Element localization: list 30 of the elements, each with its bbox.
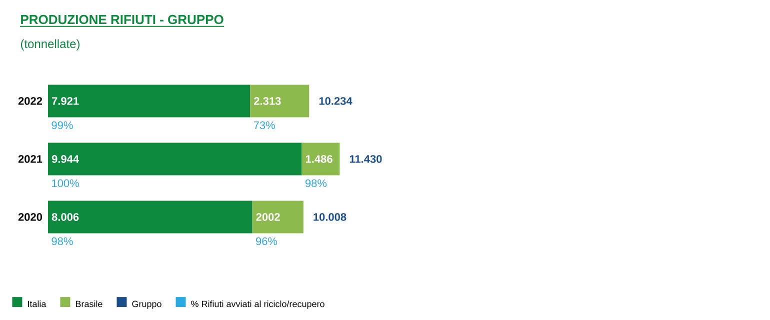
data-label: 2002 <box>256 213 280 221</box>
y-tick-label: 2021 <box>18 155 42 163</box>
bar <box>302 142 340 176</box>
bar <box>48 200 252 234</box>
annotation: 99% <box>52 121 73 130</box>
bar <box>48 142 302 176</box>
annotation: 100% <box>52 179 79 188</box>
legend-label: Gruppo <box>132 300 162 309</box>
bar <box>48 84 250 118</box>
text: 10.234 <box>319 97 352 105</box>
legend-label: Italia <box>28 300 46 308</box>
data-label: 2.313 <box>254 97 281 105</box>
chart-title: PRODUZIONE RIFIUTI - GRUPPO <box>21 14 224 24</box>
text: 11.430 <box>350 155 382 163</box>
data-label: 8.006 <box>52 213 79 221</box>
data-label: 9.944 <box>52 155 80 163</box>
y-tick-label: 2022 <box>18 97 42 105</box>
annotation: 98% <box>52 237 73 246</box>
annotation: 96% <box>256 237 278 246</box>
text: 10.008 <box>314 213 346 221</box>
bar <box>252 200 304 234</box>
legend-label: Brasile <box>76 300 102 308</box>
data-label: 1.486 <box>306 155 332 163</box>
legend-label: % Rifiuti avviati al riciclo/recupero <box>191 300 324 309</box>
bar <box>250 84 310 118</box>
annotation: 73% <box>254 121 275 130</box>
chart-subtitle: (tonnellate) <box>20 39 80 50</box>
data-label: 7.921 <box>52 97 79 105</box>
annotation: 98% <box>305 179 327 188</box>
y-tick-label: 2020 <box>18 213 42 221</box>
